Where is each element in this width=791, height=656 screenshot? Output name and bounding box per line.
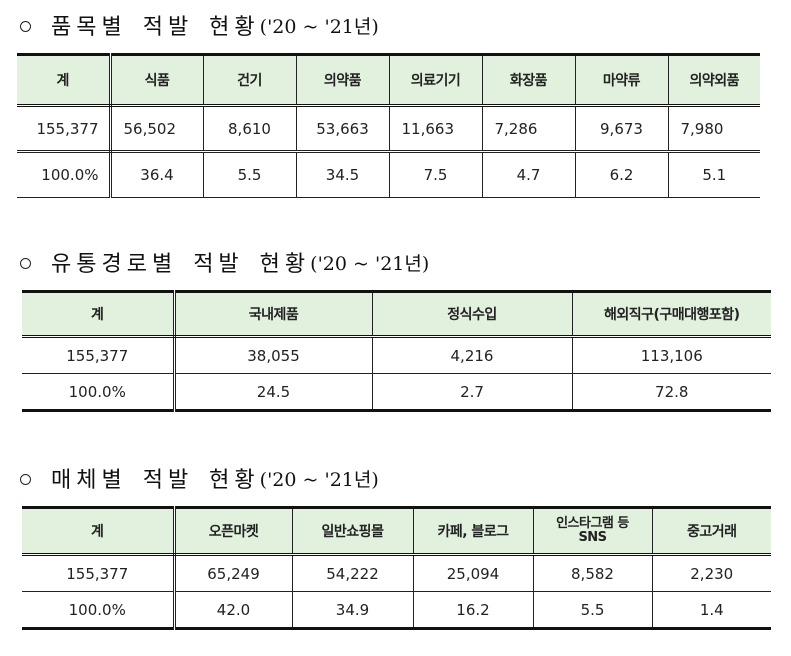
- table-row-counts: 155,377 38,055 4,216 113,106: [22, 336, 771, 374]
- cell-percent: 4.7: [481, 151, 576, 198]
- cell-percent-total: 100.0%: [22, 591, 176, 630]
- section-title-by-item: 품목별 적발 현황 ('20 ~ '21년): [20, 10, 379, 40]
- cell-percent: 7.5: [388, 151, 483, 198]
- cell-percent: 34.9: [291, 591, 414, 630]
- cell-count: 4,216: [371, 336, 573, 374]
- cell-percent: 24.5: [173, 373, 373, 412]
- cell-percent-total: 100.0%: [17, 151, 112, 198]
- section-title-by-media: 매체별 적발 현황 ('20 ~ '21년): [20, 463, 379, 493]
- cell-count: 38,055: [173, 336, 373, 374]
- cell-percent: 5.5: [202, 151, 297, 198]
- header-cell-total: 계: [22, 506, 176, 556]
- section-title-text: 품목별 적발 현황: [51, 15, 260, 40]
- header-cell-general-mall: 일반쇼핑몰: [291, 506, 414, 556]
- table-row-percents: 100.0% 42.0 34.9 16.2 5.5 1.4: [22, 591, 771, 630]
- cell-percent: 34.5: [295, 151, 390, 198]
- cell-count: 8,610: [202, 105, 297, 153]
- header-cell-cafe-blog: 카페, 블로그: [412, 506, 534, 556]
- table-row-percents: 100.0% 24.5 2.7 72.8: [22, 373, 771, 412]
- cell-count: 7,980: [667, 105, 760, 153]
- section-title-text: 유통경로별 적발 현황: [51, 252, 311, 277]
- section-title-period: ('20 ~ '21년): [259, 15, 379, 38]
- cell-count-total: 155,377: [22, 336, 176, 374]
- table-row-counts: 155,377 65,249 54,222 25,094 8,582 2,230: [22, 554, 771, 592]
- header-cell-open-market: 오픈마켓: [173, 506, 293, 556]
- circle-bullet-icon: [20, 473, 31, 485]
- header-cell-quasi-drug: 의약외품: [667, 53, 760, 107]
- cell-count-total: 155,377: [22, 554, 176, 592]
- cell-count: 65,249: [173, 554, 293, 592]
- cell-count: 7,286: [481, 105, 576, 153]
- table-by-media: 계 오픈마켓 일반쇼핑몰 카페, 블로그 인스타그램 등 SNS 중고거래 15…: [22, 506, 771, 630]
- table-by-item: 계 식품 건기 의약품 의료기기 화장품 마약류 의약외품 155,377 56…: [17, 53, 760, 198]
- header-cell-instagram-sns: 인스타그램 등 SNS: [532, 506, 653, 556]
- cell-count: 54,222: [291, 554, 414, 592]
- cell-percent: 72.8: [571, 373, 771, 412]
- cell-percent: 6.2: [574, 151, 669, 198]
- header-cell-food: 식품: [109, 53, 204, 107]
- cell-count: 8,582: [532, 554, 653, 592]
- cell-count: 9,673: [574, 105, 669, 153]
- cell-percent: 42.0: [173, 591, 293, 630]
- header-cell-overseas-direct: 해외직구(구매대행포함): [571, 290, 771, 338]
- section-title-period: ('20 ~ '21년): [310, 252, 430, 275]
- cell-count: 2,230: [651, 554, 771, 592]
- cell-count: 113,106: [571, 336, 771, 374]
- header-line-2: SNS: [578, 530, 607, 545]
- table-row-percents: 100.0% 36.4 5.5 34.5 7.5 4.7 6.2 5.1: [17, 151, 760, 198]
- cell-percent-total: 100.0%: [22, 373, 176, 412]
- section-title-by-channel: 유통경로별 적발 현황 ('20 ~ '21년): [20, 247, 429, 277]
- cell-count: 25,094: [412, 554, 534, 592]
- cell-count: 53,663: [295, 105, 390, 153]
- header-cell-cosmetics: 화장품: [481, 53, 576, 107]
- cell-percent: 36.4: [109, 151, 204, 198]
- cell-percent: 2.7: [371, 373, 573, 412]
- header-cell-official-import: 정식수입: [371, 290, 573, 338]
- circle-bullet-icon: [20, 20, 31, 32]
- header-cell-domestic: 국내제품: [173, 290, 373, 338]
- header-line-1: 인스타그램 등: [556, 516, 629, 531]
- table-header-row: 계 식품 건기 의약품 의료기기 화장품 마약류 의약외품: [17, 53, 760, 107]
- cell-percent: 5.5: [532, 591, 653, 630]
- cell-percent: 5.1: [667, 151, 760, 198]
- table-header-row: 계 국내제품 정식수입 해외직구(구매대행포함): [22, 290, 771, 338]
- header-cell-total: 계: [17, 53, 112, 107]
- cell-count: 11,663: [388, 105, 483, 153]
- cell-count-total: 155,377: [17, 105, 112, 153]
- cell-percent: 1.4: [651, 591, 771, 630]
- header-cell-health-supplement: 건기: [202, 53, 297, 107]
- header-cell-total: 계: [22, 290, 176, 338]
- header-cell-medical-device: 의료기기: [388, 53, 483, 107]
- table-by-channel: 계 국내제품 정식수입 해외직구(구매대행포함) 155,377 38,055 …: [22, 290, 771, 412]
- section-title-text: 매체별 적발 현황: [51, 468, 260, 493]
- table-header-row: 계 오픈마켓 일반쇼핑몰 카페, 블로그 인스타그램 등 SNS 중고거래: [22, 506, 771, 556]
- header-cell-pharmaceutical: 의약품: [295, 53, 390, 107]
- header-cell-narcotics: 마약류: [574, 53, 669, 107]
- circle-bullet-icon: [20, 257, 31, 269]
- header-cell-secondhand: 중고거래: [651, 506, 771, 556]
- cell-percent: 16.2: [412, 591, 534, 630]
- section-title-period: ('20 ~ '21년): [259, 468, 379, 491]
- cell-count: 56,502: [109, 105, 204, 153]
- table-row-counts: 155,377 56,502 8,610 53,663 11,663 7,286…: [17, 105, 760, 153]
